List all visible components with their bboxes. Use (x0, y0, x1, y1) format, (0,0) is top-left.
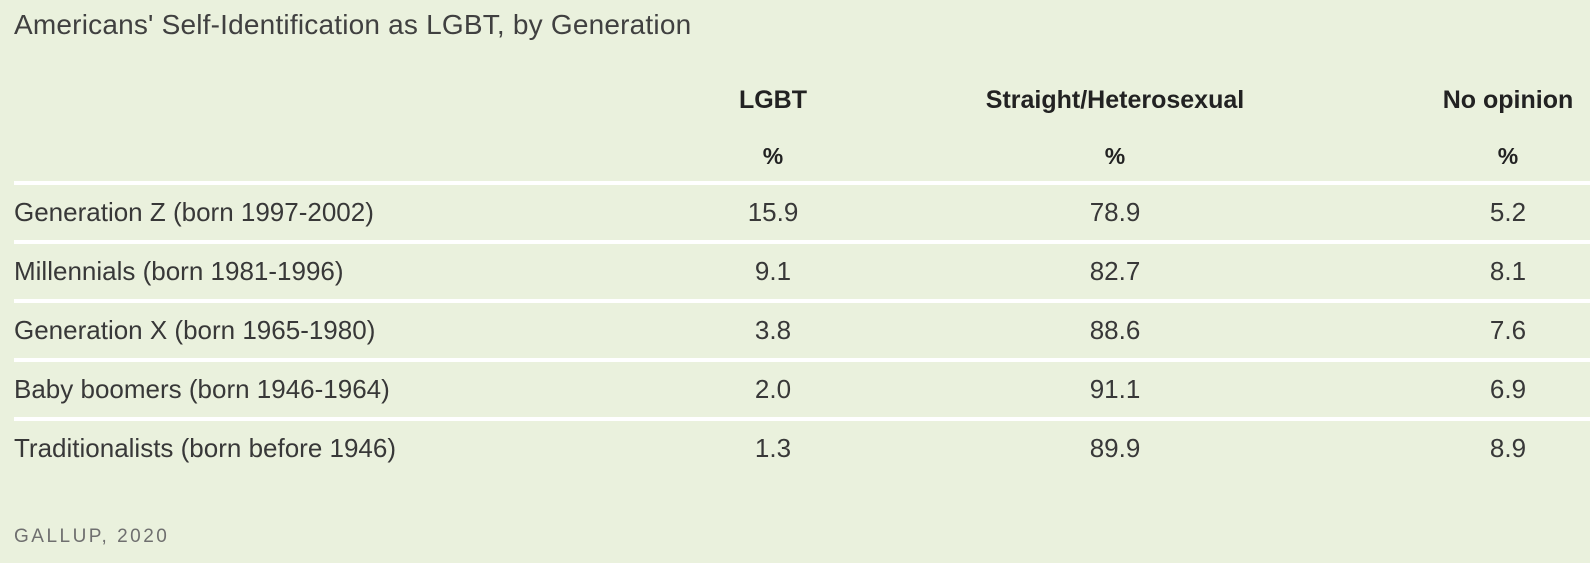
column-header-row: LGBT Straight/Heterosexual No opinion (14, 69, 1590, 131)
cell-value: 7.6 (1275, 299, 1590, 360)
table-row: Generation X (born 1965-1980) 3.8 88.6 7… (14, 299, 1590, 360)
header-spacer (14, 69, 591, 131)
unit-percent-lgbt: % (762, 142, 784, 169)
row-label: Millennials (born 1981-1996) (14, 240, 591, 301)
row-label: Traditionalists (born before 1946) (14, 417, 591, 476)
cell-value: 8.1 (1275, 240, 1590, 301)
table-header: LGBT Straight/Heterosexual No opinion % … (14, 69, 1590, 183)
unit-percent-no-opinion: % (1497, 142, 1519, 169)
row-label: Generation X (born 1965-1980) (14, 299, 591, 360)
cell-value: 5.2 (1275, 181, 1590, 242)
cell-value: 78.9 (955, 181, 1275, 242)
unit-header-row: % % % (14, 131, 1590, 183)
cell-value: 89.9 (955, 417, 1275, 476)
column-header-lgbt: LGBT (738, 85, 808, 114)
unit-percent-straight: % (1104, 142, 1126, 169)
cell-value: 88.6 (955, 299, 1275, 360)
column-header-straight: Straight/Heterosexual (985, 85, 1245, 114)
cell-value: 8.9 (1275, 417, 1590, 476)
cell-value: 1.3 (591, 417, 955, 476)
table-body: Generation Z (born 1997-2002) 15.9 78.9 … (14, 181, 1590, 476)
cell-value: 6.9 (1275, 358, 1590, 419)
row-label: Baby boomers (born 1946-1964) (14, 358, 591, 419)
row-label: Generation Z (born 1997-2002) (14, 181, 591, 242)
generation-lgbt-table: LGBT Straight/Heterosexual No opinion % … (14, 69, 1590, 476)
cell-value: 9.1 (591, 240, 955, 301)
table-row: Baby boomers (born 1946-1964) 2.0 91.1 6… (14, 358, 1590, 419)
source-attribution: GALLUP, 2020 (14, 526, 170, 547)
column-header-no-opinion: No opinion (1442, 85, 1574, 114)
page-title: Americans' Self-Identification as LGBT, … (14, 9, 692, 40)
cell-value: 15.9 (591, 181, 955, 242)
table-row: Generation Z (born 1997-2002) 15.9 78.9 … (14, 181, 1590, 242)
cell-value: 3.8 (591, 299, 955, 360)
cell-value: 91.1 (955, 358, 1275, 419)
cell-value: 82.7 (955, 240, 1275, 301)
table-row: Millennials (born 1981-1996) 9.1 82.7 8.… (14, 240, 1590, 301)
table-row: Traditionalists (born before 1946) 1.3 8… (14, 417, 1590, 476)
unit-spacer (14, 131, 591, 183)
cell-value: 2.0 (591, 358, 955, 419)
